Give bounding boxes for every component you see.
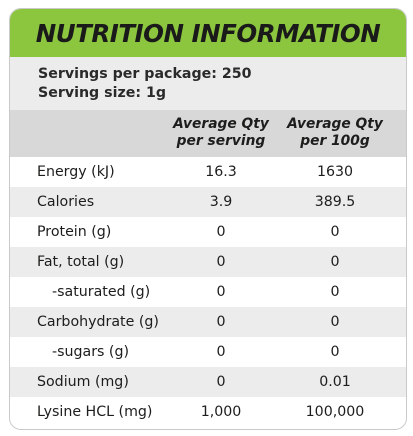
column-header-per-serving: Average Qty per serving xyxy=(166,116,276,150)
value-per-serving: 0 xyxy=(216,374,226,390)
value-per-serving: 16.3 xyxy=(205,164,237,180)
table-row: Fat, total (g) 0 0 xyxy=(10,247,406,277)
table-row: Protein (g) 0 0 xyxy=(10,217,406,247)
row-label: Carbohydrate (g) xyxy=(37,314,159,330)
column-header-per-serving-line1: Average Qty xyxy=(173,116,269,132)
page-title: NUTRITION INFORMATION xyxy=(35,18,381,48)
value-per-100g: 0 xyxy=(330,284,340,300)
title-bar: NUTRITION INFORMATION xyxy=(10,9,406,57)
table-row: Carbohydrate (g) 0 0 xyxy=(10,307,406,337)
nutrition-panel: NUTRITION INFORMATION Servings per packa… xyxy=(9,8,407,430)
table-row: Energy (kJ) 16.3 1630 xyxy=(10,157,406,187)
servings-per-package: Servings per package: 250 xyxy=(38,66,252,82)
value-per-100g: 389.5 xyxy=(314,194,356,210)
value-per-serving: 0 xyxy=(216,284,226,300)
table-row: -sugars (g) 0 0 xyxy=(10,337,406,367)
table-row: -saturated (g) 0 0 xyxy=(10,277,406,307)
row-label: -sugars (g) xyxy=(52,344,130,360)
row-label: Energy (kJ) xyxy=(37,164,115,180)
column-header-per-serving-line2: per serving xyxy=(176,133,266,149)
value-per-serving: 0 xyxy=(216,314,226,330)
row-label: -saturated (g) xyxy=(52,284,151,300)
value-per-100g: 0 xyxy=(330,344,340,360)
row-label: Fat, total (g) xyxy=(37,254,125,270)
row-label: Lysine HCL (mg) xyxy=(37,404,153,420)
row-label: Sodium (mg) xyxy=(37,374,129,390)
value-per-100g: 0.01 xyxy=(319,374,351,390)
value-per-serving: 0 xyxy=(216,254,226,270)
value-per-100g: 100,000 xyxy=(305,404,365,420)
value-per-100g: 1630 xyxy=(316,164,354,180)
table-row: Calories 3.9 389.5 xyxy=(10,187,406,217)
column-header-per-100g-line1: Average Qty xyxy=(287,116,383,132)
value-per-100g: 0 xyxy=(330,224,340,240)
table-row: Sodium (mg) 0 0.01 xyxy=(10,367,406,397)
row-label: Protein (g) xyxy=(37,224,112,240)
table-header: Average Qty per serving Average Qty per … xyxy=(10,110,406,157)
value-per-serving: 0 xyxy=(216,344,226,360)
value-per-serving: 3.9 xyxy=(209,194,233,210)
value-per-serving: 1,000 xyxy=(200,404,242,420)
column-header-per-100g: Average Qty per 100g xyxy=(280,116,390,150)
row-label: Calories xyxy=(37,194,95,210)
value-per-100g: 0 xyxy=(330,254,340,270)
value-per-100g: 0 xyxy=(330,314,340,330)
column-header-per-100g-line2: per 100g xyxy=(300,133,370,149)
serving-size: Serving size: 1g xyxy=(38,85,166,101)
table-row: Lysine HCL (mg) 1,000 100,000 xyxy=(10,397,406,429)
value-per-serving: 0 xyxy=(216,224,226,240)
